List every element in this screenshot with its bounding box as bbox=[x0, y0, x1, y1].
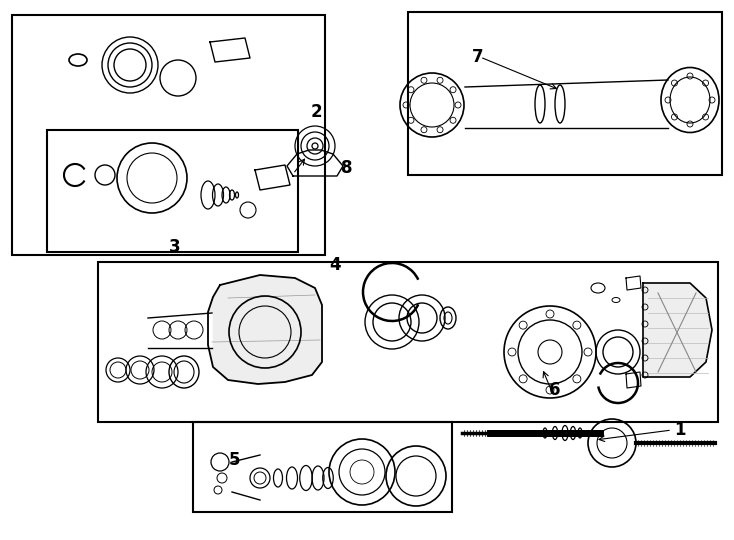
Polygon shape bbox=[208, 275, 322, 384]
Text: 4: 4 bbox=[329, 256, 341, 274]
Bar bbox=[193, 422, 452, 512]
Polygon shape bbox=[148, 313, 212, 348]
Bar bbox=[408, 12, 722, 175]
Polygon shape bbox=[465, 80, 668, 128]
Text: 8: 8 bbox=[341, 159, 353, 177]
Text: 2: 2 bbox=[310, 103, 321, 121]
Bar bbox=[98, 262, 718, 422]
Text: 1: 1 bbox=[675, 421, 686, 439]
Bar bbox=[12, 15, 325, 255]
Polygon shape bbox=[643, 283, 712, 377]
Text: 6: 6 bbox=[549, 381, 561, 399]
Text: 5: 5 bbox=[229, 451, 241, 469]
Polygon shape bbox=[287, 150, 343, 176]
Text: 3: 3 bbox=[170, 238, 181, 256]
Bar bbox=[47, 130, 298, 252]
Text: 7: 7 bbox=[472, 48, 484, 66]
